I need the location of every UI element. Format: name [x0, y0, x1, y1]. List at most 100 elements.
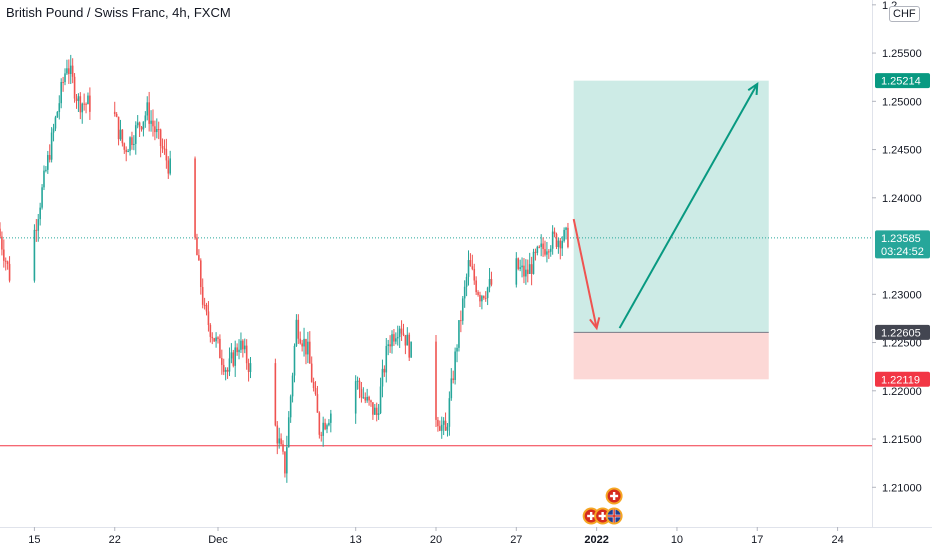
candle[interactable]: [320, 431, 323, 442]
candle[interactable]: [163, 139, 166, 155]
candle[interactable]: [551, 225, 554, 255]
candle[interactable]: [483, 295, 485, 300]
candle[interactable]: [284, 451, 286, 478]
candle[interactable]: [326, 423, 328, 434]
candle[interactable]: [215, 332, 217, 348]
candle[interactable]: [159, 128, 162, 158]
candle[interactable]: [559, 237, 562, 260]
candle[interactable]: [446, 423, 449, 437]
candle[interactable]: [81, 102, 84, 124]
candle[interactable]: [75, 93, 78, 109]
candle[interactable]: [305, 338, 307, 365]
candle[interactable]: [213, 337, 215, 343]
candle[interactable]: [400, 320, 403, 341]
candle[interactable]: [463, 280, 466, 308]
candle[interactable]: [6, 260, 9, 270]
candle[interactable]: [528, 252, 531, 275]
candle[interactable]: [0, 222, 1, 238]
candle[interactable]: [555, 232, 558, 250]
candle[interactable]: [238, 339, 240, 360]
candle[interactable]: [396, 325, 399, 346]
candle[interactable]: [387, 339, 389, 356]
candle[interactable]: [381, 359, 384, 398]
candle[interactable]: [375, 402, 378, 422]
candle[interactable]: [37, 213, 40, 242]
candle[interactable]: [435, 335, 437, 427]
candle[interactable]: [439, 420, 441, 432]
candle[interactable]: [458, 320, 460, 352]
entry-price-tag[interactable]: 1.22605: [881, 327, 921, 339]
candle[interactable]: [364, 392, 367, 404]
candle[interactable]: [150, 110, 152, 132]
candle[interactable]: [490, 271, 493, 287]
candle[interactable]: [549, 245, 552, 257]
profit-zone[interactable]: [573, 80, 769, 333]
gb-flag-icon[interactable]: [605, 507, 623, 525]
candle[interactable]: [199, 258, 202, 295]
candle[interactable]: [289, 394, 292, 423]
candle[interactable]: [207, 301, 210, 332]
candle[interactable]: [144, 111, 147, 128]
candle[interactable]: [282, 440, 284, 455]
candle[interactable]: [316, 385, 319, 413]
candle[interactable]: [567, 222, 569, 249]
candle[interactable]: [454, 347, 456, 385]
candle[interactable]: [50, 127, 53, 163]
candle[interactable]: [330, 409, 332, 433]
candle[interactable]: [119, 119, 122, 141]
candle[interactable]: [228, 347, 231, 377]
candle[interactable]: [530, 256, 533, 286]
candle[interactable]: [295, 314, 298, 347]
candle[interactable]: [372, 402, 374, 420]
candle[interactable]: [517, 257, 520, 271]
candle[interactable]: [440, 416, 443, 439]
candle[interactable]: [194, 156, 196, 240]
candle[interactable]: [205, 302, 208, 316]
candle[interactable]: [354, 375, 357, 424]
candle[interactable]: [167, 156, 170, 179]
position-zones[interactable]: [573, 80, 769, 380]
loss-zone[interactable]: [573, 332, 769, 380]
candle[interactable]: [211, 332, 214, 345]
candle[interactable]: [83, 93, 85, 111]
candle[interactable]: [486, 286, 489, 306]
candle[interactable]: [404, 334, 407, 355]
candle[interactable]: [410, 341, 412, 358]
candles[interactable]: [0, 54, 569, 483]
candle[interactable]: [249, 357, 252, 379]
candle[interactable]: [232, 349, 235, 368]
candle[interactable]: [274, 358, 277, 427]
candle[interactable]: [219, 334, 221, 359]
candle[interactable]: [393, 329, 395, 346]
candle[interactable]: [54, 115, 57, 132]
candle[interactable]: [515, 252, 518, 288]
candle[interactable]: [391, 330, 393, 354]
candle[interactable]: [41, 184, 43, 210]
candle[interactable]: [131, 131, 133, 150]
candle[interactable]: [123, 142, 126, 154]
time-axis-bg[interactable]: [0, 527, 932, 550]
candle[interactable]: [47, 150, 49, 174]
candle[interactable]: [389, 335, 391, 353]
candle[interactable]: [62, 76, 64, 92]
candle[interactable]: [154, 120, 156, 141]
candle[interactable]: [526, 259, 529, 283]
candle[interactable]: [557, 237, 560, 254]
candle[interactable]: [379, 377, 382, 415]
candle[interactable]: [138, 121, 141, 138]
candle[interactable]: [286, 435, 288, 483]
candle[interactable]: [362, 387, 365, 399]
candle[interactable]: [66, 59, 68, 75]
candle[interactable]: [79, 92, 82, 120]
candle[interactable]: [56, 110, 59, 118]
candle[interactable]: [69, 54, 72, 84]
candle[interactable]: [465, 273, 468, 297]
down-arrow[interactable]: [572, 218, 601, 331]
candle[interactable]: [45, 166, 47, 173]
candle[interactable]: [360, 381, 363, 403]
candle[interactable]: [402, 323, 405, 337]
candle[interactable]: [58, 95, 61, 120]
candle[interactable]: [33, 224, 36, 283]
candle[interactable]: [209, 323, 212, 343]
